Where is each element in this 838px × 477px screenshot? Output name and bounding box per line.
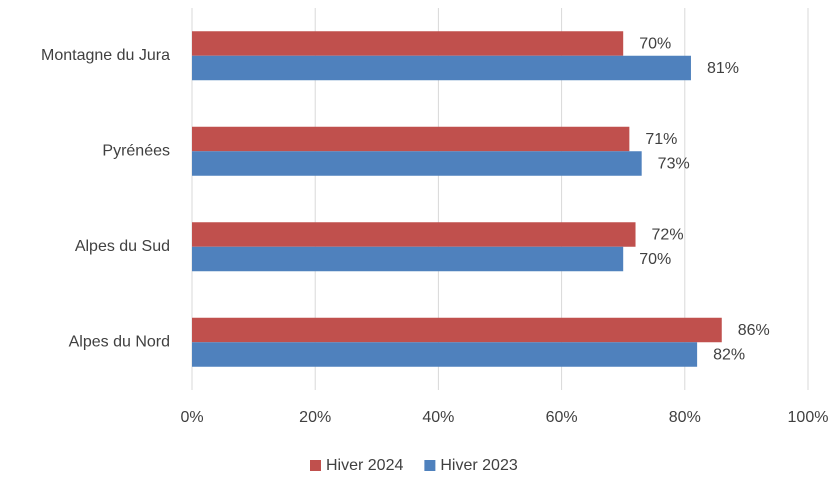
- bar: [192, 151, 642, 176]
- bar: [192, 317, 722, 343]
- bar: [192, 222, 636, 247]
- bar: [192, 55, 691, 81]
- x-tick-label: 40%: [422, 409, 454, 426]
- legend-swatch: [424, 460, 436, 471]
- data-label: 71%: [645, 131, 677, 148]
- y-tick-label: Alpes du Nord: [69, 333, 170, 350]
- x-tick-label: 0%: [180, 409, 203, 426]
- data-label: 73%: [658, 156, 690, 173]
- data-label: 70%: [639, 36, 671, 53]
- legend-label: Hiver 2024: [326, 457, 403, 474]
- x-tick-label: 80%: [669, 409, 701, 426]
- data-label: 70%: [639, 251, 671, 268]
- data-label: 86%: [738, 322, 770, 339]
- bar: [192, 246, 624, 272]
- bar: [192, 31, 624, 56]
- y-tick-label: Pyrénées: [102, 142, 170, 159]
- bar: [192, 126, 630, 152]
- legend-swatch: [310, 460, 321, 471]
- y-tick-label: Alpes du Sud: [75, 238, 170, 255]
- data-label: 81%: [707, 60, 739, 77]
- data-label: 72%: [652, 227, 684, 244]
- x-tick-label: 100%: [788, 409, 829, 426]
- legend-label: Hiver 2023: [440, 457, 517, 474]
- x-tick-label: 20%: [299, 409, 331, 426]
- data-label: 82%: [713, 347, 745, 364]
- y-tick-label: Montagne du Jura: [41, 47, 170, 64]
- x-tick-label: 60%: [546, 409, 578, 426]
- bar: [192, 342, 698, 367]
